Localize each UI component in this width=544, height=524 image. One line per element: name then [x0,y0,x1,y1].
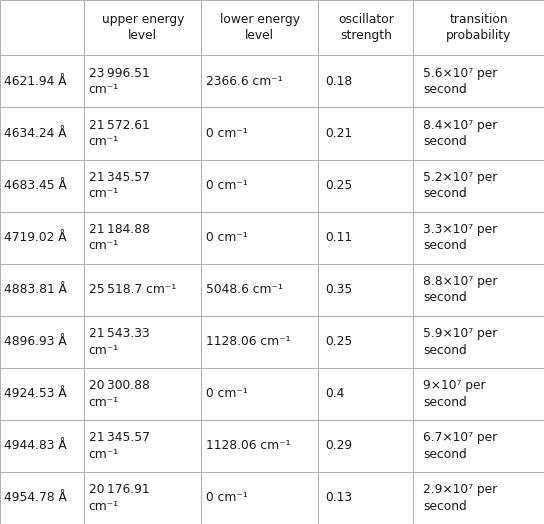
Text: 21 184.88
cm⁻¹: 21 184.88 cm⁻¹ [89,223,150,253]
Text: oscillator
strength: oscillator strength [338,13,394,42]
Text: 5.9×10⁷ per
second: 5.9×10⁷ per second [423,327,498,356]
Text: 21 543.33
cm⁻¹: 21 543.33 cm⁻¹ [89,327,150,356]
Text: 8.8×10⁷ per
second: 8.8×10⁷ per second [423,275,498,304]
Text: 4621.94 Å: 4621.94 Å [4,75,67,88]
Text: 0.21: 0.21 [325,127,353,140]
Text: 0.18: 0.18 [325,75,353,88]
Text: transition
probability: transition probability [446,13,511,42]
Text: 0 cm⁻¹: 0 cm⁻¹ [206,387,248,400]
Text: 5.6×10⁷ per
second: 5.6×10⁷ per second [423,67,498,96]
Text: 2.9×10⁷ per
second: 2.9×10⁷ per second [423,483,497,512]
Text: 0.11: 0.11 [325,231,353,244]
Text: upper energy
level: upper energy level [102,13,184,42]
Text: 4634.24 Å: 4634.24 Å [4,127,67,140]
Text: 8.4×10⁷ per
second: 8.4×10⁷ per second [423,119,498,148]
Text: 21 572.61
cm⁻¹: 21 572.61 cm⁻¹ [89,119,150,148]
Text: 0.35: 0.35 [325,283,353,296]
Text: 0.25: 0.25 [325,179,353,192]
Text: 4896.93 Å: 4896.93 Å [4,335,67,348]
Text: 0 cm⁻¹: 0 cm⁻¹ [206,492,248,505]
Text: 0.29: 0.29 [325,440,353,452]
Text: 4683.45 Å: 4683.45 Å [4,179,67,192]
Text: 0.4: 0.4 [325,387,345,400]
Text: lower energy
level: lower energy level [220,13,300,42]
Text: 4719.02 Å: 4719.02 Å [4,231,67,244]
Text: 0 cm⁻¹: 0 cm⁻¹ [206,179,248,192]
Text: 1128.06 cm⁻¹: 1128.06 cm⁻¹ [206,335,290,348]
Text: 20 300.88
cm⁻¹: 20 300.88 cm⁻¹ [89,379,150,409]
Text: 4954.78 Å: 4954.78 Å [4,492,67,505]
Text: 0.25: 0.25 [325,335,353,348]
Text: 2366.6 cm⁻¹: 2366.6 cm⁻¹ [206,75,282,88]
Text: 25 518.7 cm⁻¹: 25 518.7 cm⁻¹ [89,283,176,296]
Text: 9×10⁷ per
second: 9×10⁷ per second [423,379,486,409]
Text: 0 cm⁻¹: 0 cm⁻¹ [206,127,248,140]
Text: 1128.06 cm⁻¹: 1128.06 cm⁻¹ [206,440,290,452]
Text: 5048.6 cm⁻¹: 5048.6 cm⁻¹ [206,283,282,296]
Text: 4944.83 Å: 4944.83 Å [4,440,67,452]
Text: 6.7×10⁷ per
second: 6.7×10⁷ per second [423,431,497,461]
Text: 4883.81 Å: 4883.81 Å [4,283,67,296]
Text: 21 345.57
cm⁻¹: 21 345.57 cm⁻¹ [89,171,150,200]
Text: 5.2×10⁷ per
second: 5.2×10⁷ per second [423,171,498,200]
Text: 21 345.57
cm⁻¹: 21 345.57 cm⁻¹ [89,431,150,461]
Text: 4924.53 Å: 4924.53 Å [4,387,67,400]
Text: 20 176.91
cm⁻¹: 20 176.91 cm⁻¹ [89,483,149,512]
Text: 23 996.51
cm⁻¹: 23 996.51 cm⁻¹ [89,67,150,96]
Text: 0.13: 0.13 [325,492,353,505]
Text: 0 cm⁻¹: 0 cm⁻¹ [206,231,248,244]
Text: 3.3×10⁷ per
second: 3.3×10⁷ per second [423,223,497,253]
